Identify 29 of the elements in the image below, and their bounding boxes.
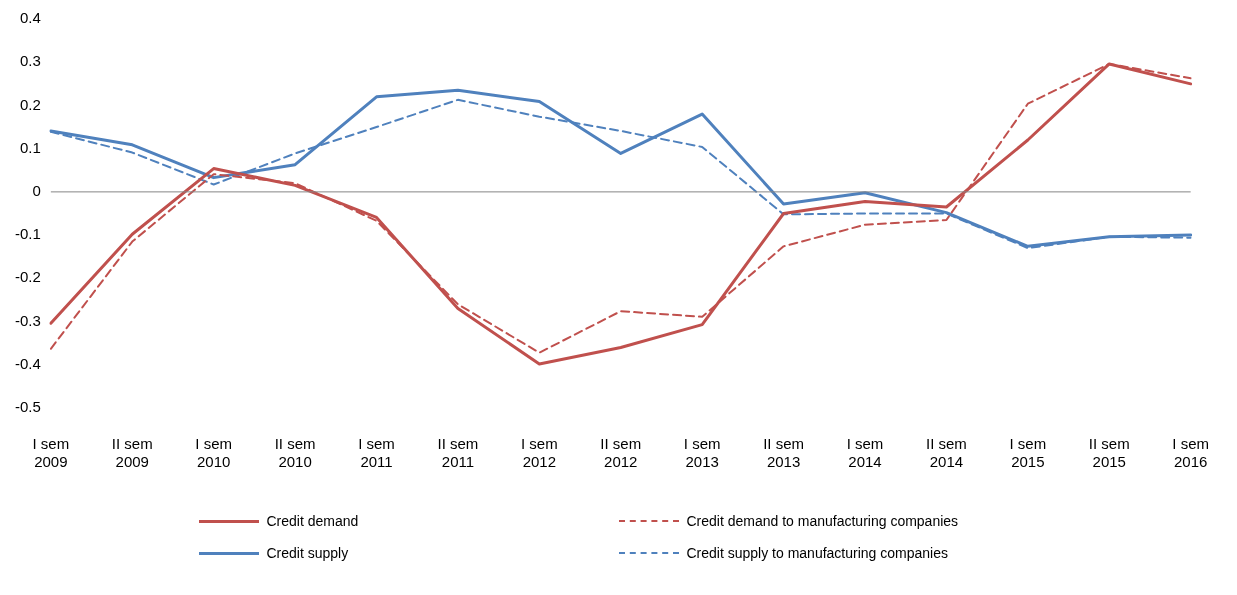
y-tick-label: -0.4 [14, 354, 41, 372]
x-tick-label: I sem 2013 [683, 435, 721, 471]
x-tick-label: II sem 2009 [111, 435, 153, 471]
x-tick-label: I sem 2010 [195, 435, 233, 471]
x-tick-label: II sem 2015 [1088, 435, 1130, 471]
x-tick-label: I sem 2016 [1172, 435, 1210, 471]
x-tick-label: II sem 2010 [274, 435, 316, 471]
y-tick-label: 0.4 [19, 9, 41, 27]
x-tick-label: I sem 2014 [846, 435, 884, 471]
legend-label: Credit supply [266, 545, 349, 561]
x-tick-label: I sem 2011 [358, 435, 395, 471]
legend-label: Credit supply to manufacturing companies [686, 545, 948, 561]
x-tick-label: I sem 2015 [1009, 435, 1047, 471]
y-tick-label: 0 [32, 182, 41, 200]
x-tick-label: II sem 2014 [926, 435, 967, 471]
y-tick-label: 0.1 [19, 138, 41, 156]
y-tick-label: -0.2 [14, 268, 41, 286]
x-tick-label: I sem 2009 [32, 435, 70, 471]
legend-label: Credit demand to manufacturing companies [686, 513, 959, 529]
y-tick-label: 0.3 [19, 52, 41, 70]
y-tick-label: -0.3 [14, 311, 41, 329]
x-tick-label: I sem 2012 [521, 435, 558, 471]
y-tick-label: 0.2 [19, 95, 41, 113]
y-tick-label: -0.5 [14, 398, 41, 416]
x-tick-label: II sem 2013 [763, 435, 805, 471]
y-tick-label: -0.1 [14, 225, 41, 243]
x-tick-label: II sem 2011 [437, 435, 479, 471]
legend-label: Credit demand [266, 513, 359, 529]
x-tick-label: II sem 2012 [600, 435, 642, 471]
